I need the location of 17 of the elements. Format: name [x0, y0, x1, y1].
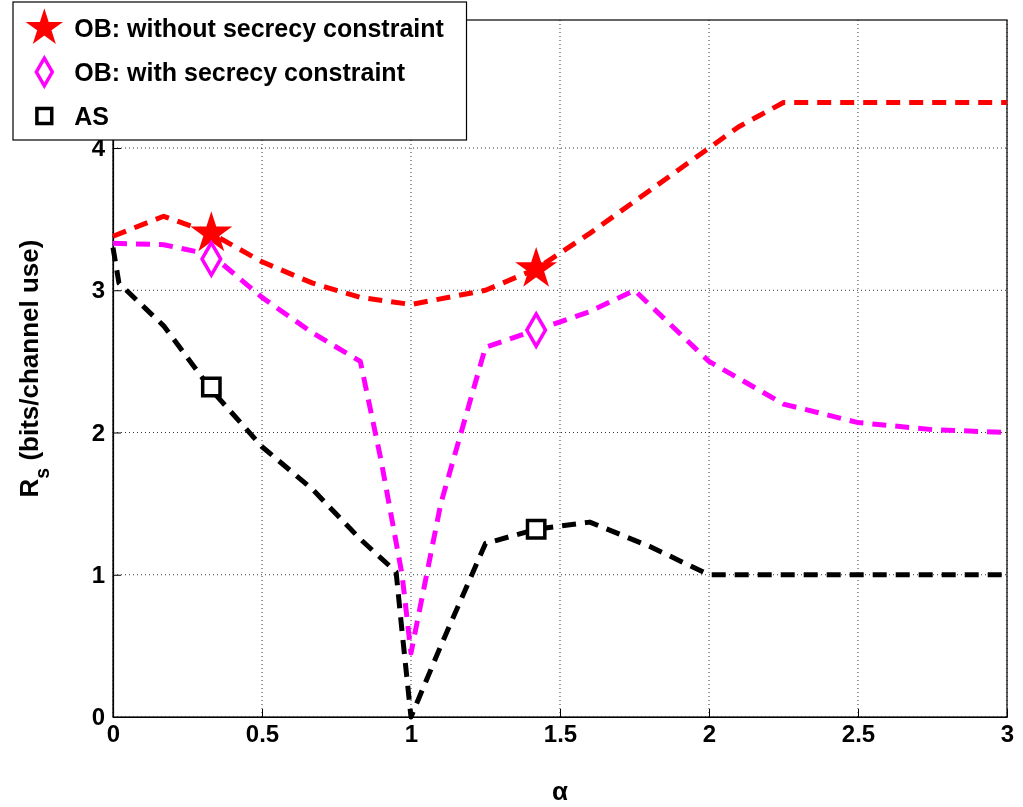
y-tick-label: 3 [91, 276, 105, 304]
y-tick-label: 1 [91, 560, 105, 588]
y-tick-label: 0 [91, 703, 105, 731]
legend-label: OB: without secrecy constraint [74, 14, 445, 42]
y-tick-label: 2 [91, 418, 105, 446]
x-tick-label: 1.5 [543, 720, 578, 748]
x-tick-label: 3 [1000, 720, 1015, 748]
y-tick-label: 4 [91, 134, 106, 162]
x-tick-label: 1 [404, 720, 419, 748]
legend-label: AS [74, 102, 110, 130]
x-tick-label: 0.5 [245, 720, 280, 748]
x-axis-title: α [552, 776, 569, 806]
point [525, 518, 547, 540]
x-tick-label: 2 [702, 720, 717, 748]
point [200, 376, 222, 398]
x-tick-label: 2.5 [841, 720, 876, 748]
legend-label: OB: with secrecy constraint [74, 58, 406, 86]
